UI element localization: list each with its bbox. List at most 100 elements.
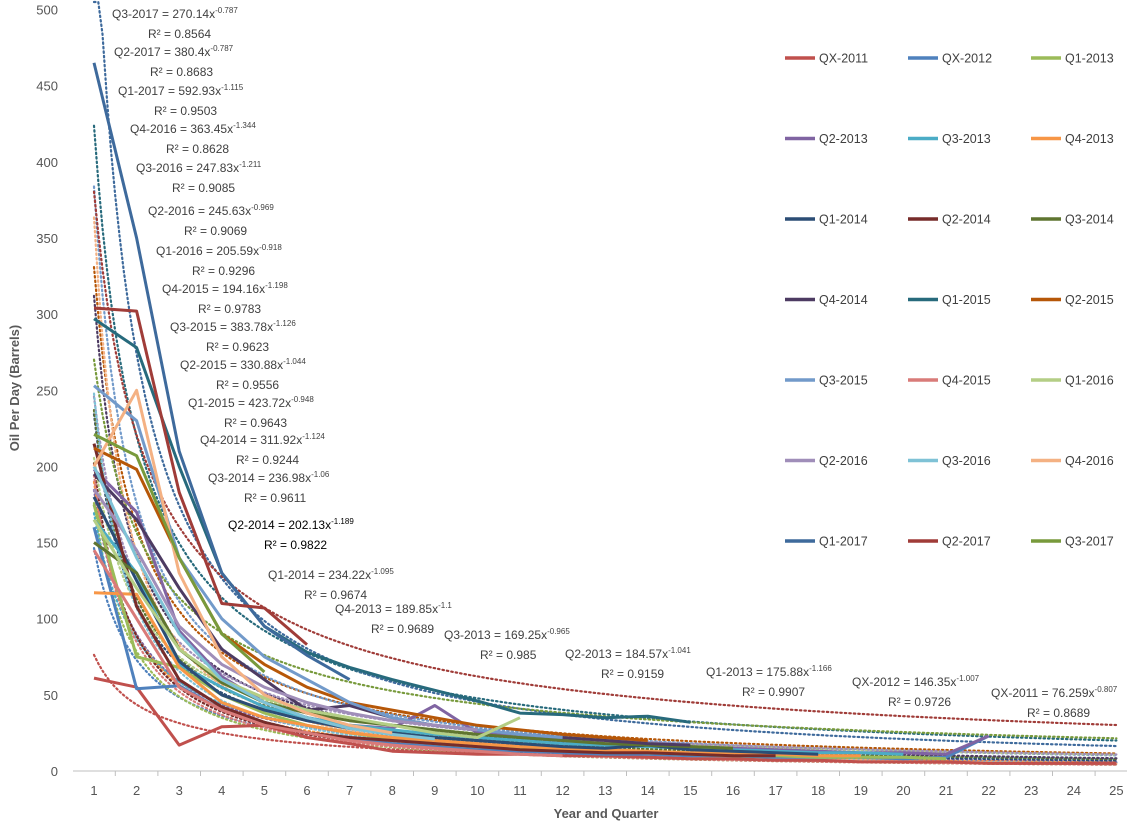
series-line-q1-2015 (93, 317, 691, 724)
legend-label: Q1-2014 (819, 213, 868, 227)
trendline-r-squared: R² = 0.9556 (216, 378, 279, 392)
x-tick-label: 25 (1109, 783, 1123, 798)
x-tick-label: 9 (431, 783, 438, 798)
trendline-r-squared: R² = 0.9674 (304, 588, 367, 602)
trendline-r-squared: R² = 0.9244 (236, 453, 299, 467)
trendline-r-squared: R² = 0.9159 (601, 667, 664, 681)
x-tick-label: 22 (981, 783, 995, 798)
trendline-q2-2016 (92, 395, 1118, 756)
series-line-q1-2016 (92, 518, 521, 739)
x-tick-label: 21 (939, 783, 953, 798)
legend-item-qx-2012: QX-2012 (908, 52, 992, 66)
series-line-q3-2016 (92, 465, 435, 741)
trendline-equation: QX-2011 = 76.259x-0.807 (991, 685, 1118, 700)
trendline-r-squared: R² = 0.9085 (172, 181, 235, 195)
legend-label: Q1-2013 (1065, 52, 1114, 66)
legend-label: Q3-2013 (942, 132, 991, 146)
trendline-equation: Q1-2017 = 592.93x-1.115 (118, 83, 244, 98)
y-tick-label: 300 (36, 307, 58, 322)
x-tick-labels: 1 2 3 4 5 6 7 8 9 10 11 12 13 14 15 16 17 18 19 20 21 22 23 24 2… (90, 771, 1124, 798)
y-tick-labels: 0 50 100 150 200 250 300 350 400 450 500 (36, 3, 58, 780)
legend-item-q1-2013: Q1-2013 (1031, 52, 1114, 66)
trendline-equation: Q2-2017 = 380.4x-0.787 (114, 44, 234, 59)
legend-item-qx-2011: QX-2011 (785, 52, 868, 66)
trendline-q1-2017 (92, 0, 1118, 748)
series-line-q1-2017 (92, 62, 351, 681)
legend: QX-2011 QX-2012 Q1-2013 Q2-2013 Q3-2013 Q4-20… (785, 52, 1114, 549)
x-tick-label: 6 (303, 783, 310, 798)
trendline-r-squared: R² = 0.8689 (1027, 706, 1090, 720)
axes: 1 2 3 4 5 6 7 8 9 10 11 12 13 14 15 16 17 18 19 20 21 22 23 24 2… (7, 3, 1127, 821)
trendline-equation: Q1-2016 = 205.59x-0.918 (156, 243, 282, 258)
trendline-r-squared: R² = 0.8683 (150, 65, 213, 79)
x-tick-label: 24 (1067, 783, 1081, 798)
y-tick-label: 350 (36, 231, 58, 246)
trendline-r-squared: R² = 0.8564 (148, 27, 211, 41)
legend-label: QX-2011 (819, 52, 868, 66)
x-axis-title: Year and Quarter (554, 806, 659, 821)
legend-item-q1-2014: Q1-2014 (785, 213, 868, 227)
legend-label: Q1-2015 (942, 293, 991, 307)
trendline-r-squared: R² = 0.9907 (742, 685, 805, 699)
legend-label: Q2-2014 (942, 213, 991, 227)
legend-item-q1-2015: Q1-2015 (908, 293, 991, 307)
y-tick-label: 400 (36, 155, 58, 170)
legend-label: Q3-2015 (819, 374, 868, 388)
trendline-equation: Q3-2015 = 383.78x-1.126 (170, 319, 296, 334)
x-tick-label: 16 (726, 783, 740, 798)
x-tick-label: 8 (389, 783, 396, 798)
series-line-q3-2015 (93, 384, 563, 739)
trendline-r-squared: R² = 0.9822 (264, 538, 327, 552)
trendline-equation: Q4-2016 = 363.45x-1.344 (130, 121, 256, 136)
legend-label: Q4-2015 (942, 374, 991, 388)
x-tick-label: 11 (513, 783, 527, 798)
series-line-qx-2012 (92, 526, 990, 761)
x-tick-label: 10 (470, 783, 484, 798)
trendline-r-squared: R² = 0.9069 (184, 224, 247, 238)
legend-item-q2-2013: Q2-2013 (785, 132, 868, 146)
legend-label: Q2-2013 (819, 132, 868, 146)
y-tick-label: 200 (36, 459, 58, 474)
series-line-q2-2017 (93, 306, 308, 646)
series-line-q2-2014 (92, 443, 776, 758)
legend-label: Q1-2016 (1065, 374, 1114, 388)
trendline-q1-2015 (92, 124, 1118, 742)
trendline-equation: QX-2012 = 146.35x-1.007 (852, 674, 980, 689)
trendline-equation: Q1-2014 = 234.22x-1.095 (268, 567, 394, 582)
y-tick-label: 500 (36, 3, 58, 18)
trendline-equation: Q3-2016 = 247.83x-1.211 (136, 160, 262, 175)
y-axis-title: Oil Per Day (Barrels) (7, 325, 22, 451)
legend-item-q3-2014: Q3-2014 (1031, 213, 1114, 227)
legend-item-q2-2015: Q2-2015 (1031, 293, 1114, 307)
x-tick-label: 1 (90, 783, 97, 798)
series-line-q2-2016 (92, 488, 478, 732)
legend-label: Q3-2014 (1065, 213, 1114, 227)
x-tick-label: 2 (133, 783, 140, 798)
trendline-equation: Q2-2016 = 245.63x-0.969 (148, 203, 274, 218)
trendline-r-squared: R² = 0.9643 (224, 416, 287, 430)
x-tick-label: 23 (1024, 783, 1038, 798)
trendline-r-squared: R² = 0.9726 (888, 695, 951, 709)
y-tick-label: 250 (36, 383, 58, 398)
legend-item-q2-2016: Q2-2016 (785, 454, 868, 468)
legend-label: Q2-2017 (942, 535, 991, 549)
series-lines (92, 62, 1117, 765)
series-line-q3-2017 (93, 433, 266, 674)
legend-item-q2-2014: Q2-2014 (908, 213, 991, 227)
y-tick-label: 50 (44, 688, 58, 703)
series-line-q1-2014 (92, 496, 819, 756)
x-tick-label: 4 (218, 783, 225, 798)
trendline-equation: Q1-2015 = 423.72x-0.948 (188, 395, 314, 410)
x-tick-label: 7 (346, 783, 353, 798)
legend-item-q4-2015: Q4-2015 (908, 374, 991, 388)
trendline-r-squared: R² = 0.9611 (244, 491, 306, 505)
legend-label: Q1-2017 (819, 535, 868, 549)
trendline-r-squared: R² = 0.8628 (166, 142, 229, 156)
y-tick-label: 450 (36, 79, 58, 94)
series-line-q4-2015 (92, 549, 563, 758)
legend-item-q2-2017: Q2-2017 (908, 535, 991, 549)
x-tick-label: 18 (811, 783, 825, 798)
trendline-q3-2016 (92, 392, 1118, 765)
x-tick-label: 20 (896, 783, 910, 798)
